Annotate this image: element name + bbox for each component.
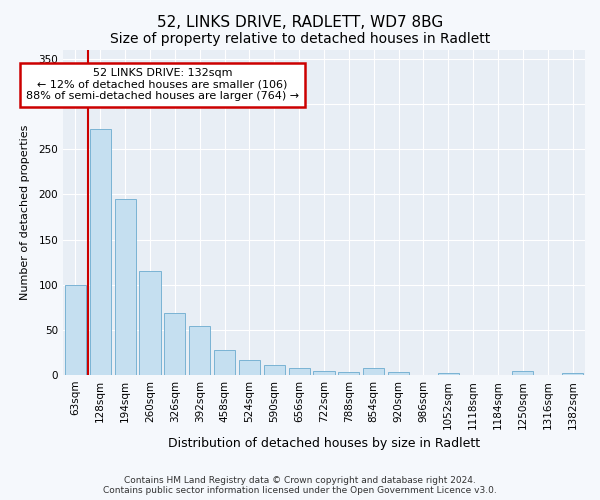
Bar: [214, 350, 235, 375]
Bar: [562, 373, 583, 375]
Bar: [264, 365, 285, 375]
Bar: [438, 373, 459, 375]
Bar: [65, 285, 86, 375]
Bar: [115, 199, 136, 375]
Bar: [338, 372, 359, 375]
Text: Size of property relative to detached houses in Radlett: Size of property relative to detached ho…: [110, 32, 490, 46]
Bar: [289, 368, 310, 375]
Y-axis label: Number of detached properties: Number of detached properties: [20, 125, 30, 300]
Bar: [512, 372, 533, 375]
X-axis label: Distribution of detached houses by size in Radlett: Distribution of detached houses by size …: [168, 437, 480, 450]
Bar: [164, 313, 185, 375]
Bar: [189, 326, 210, 375]
Bar: [313, 370, 335, 375]
Bar: [239, 360, 260, 375]
Bar: [388, 372, 409, 375]
Bar: [363, 368, 384, 375]
Text: 52 LINKS DRIVE: 132sqm
← 12% of detached houses are smaller (106)
88% of semi-de: 52 LINKS DRIVE: 132sqm ← 12% of detached…: [26, 68, 299, 102]
Text: 52, LINKS DRIVE, RADLETT, WD7 8BG: 52, LINKS DRIVE, RADLETT, WD7 8BG: [157, 15, 443, 30]
Text: Contains HM Land Registry data © Crown copyright and database right 2024.
Contai: Contains HM Land Registry data © Crown c…: [103, 476, 497, 495]
Bar: [139, 271, 161, 375]
Bar: [90, 130, 111, 375]
